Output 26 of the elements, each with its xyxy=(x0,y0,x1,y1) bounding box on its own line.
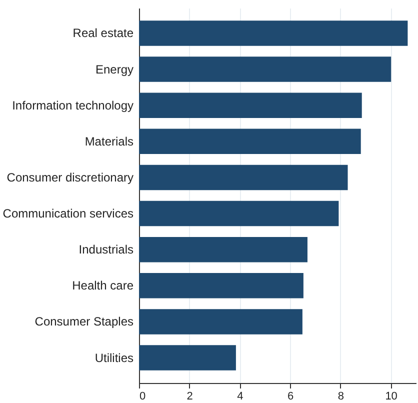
y-tick-label: Consumer Staples xyxy=(34,314,134,329)
x-tick-label: 2 xyxy=(186,390,193,402)
y-tick-label: Real estate xyxy=(72,26,134,40)
y-tick-label: Information technology xyxy=(12,98,134,112)
y-tick-label: Consumer discretionary xyxy=(6,170,134,184)
bar xyxy=(139,200,339,226)
x-tick-label: 0 xyxy=(140,390,146,402)
x-tick-label: 10 xyxy=(385,390,398,402)
bar xyxy=(139,128,361,154)
bar xyxy=(139,309,302,334)
bar xyxy=(139,20,408,46)
bar xyxy=(139,273,304,298)
bar xyxy=(139,164,348,190)
y-tick-label: Health care xyxy=(72,278,134,293)
bar xyxy=(139,236,308,262)
y-tick-label: Energy xyxy=(95,62,134,76)
bar xyxy=(139,92,362,118)
bar xyxy=(139,345,236,370)
x-tick-label: 4 xyxy=(237,390,244,402)
y-tick-label: Industrials xyxy=(78,242,134,257)
y-tick-label: Materials xyxy=(84,134,134,148)
x-tick-label: 8 xyxy=(338,390,344,402)
bar xyxy=(139,56,392,82)
y-tick-label: Utilities xyxy=(94,350,134,365)
x-tick-label: 6 xyxy=(288,390,294,402)
y-tick-label: Communication services xyxy=(2,206,134,221)
